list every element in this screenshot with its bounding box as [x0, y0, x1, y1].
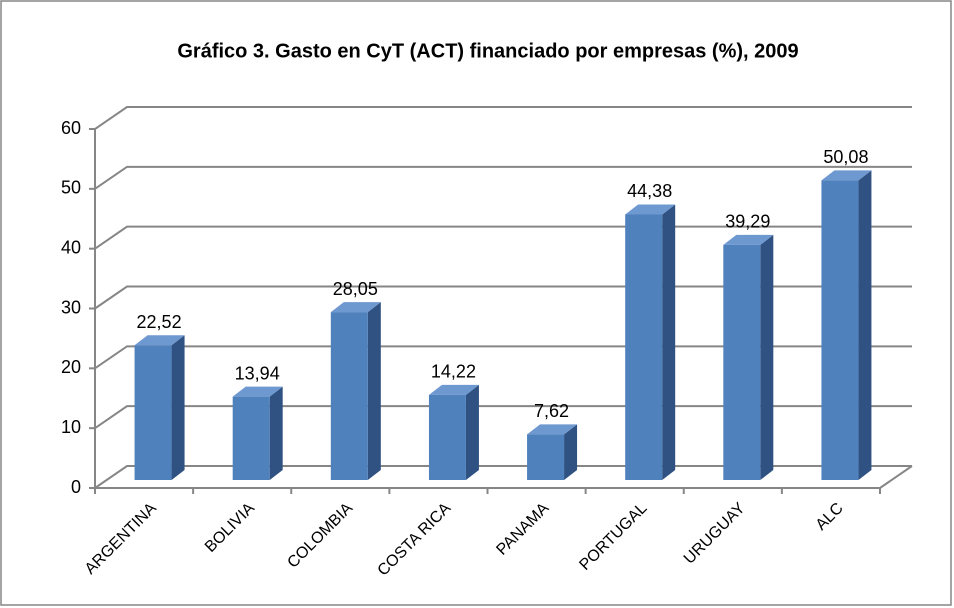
bar-face — [821, 180, 859, 480]
bar — [625, 204, 676, 481]
value-label: 7,62 — [534, 401, 569, 421]
bar-face — [760, 234, 774, 480]
bar-face — [662, 204, 676, 481]
bar — [428, 384, 479, 480]
bar-face — [134, 345, 172, 480]
bar-face — [625, 204, 676, 215]
chart-title: Gráfico 3. Gasto en CyT (ACT) financiado… — [177, 40, 798, 62]
bar — [330, 302, 381, 480]
bar — [723, 234, 774, 480]
y-tick-label: 50 — [61, 178, 81, 198]
bar-face — [134, 335, 185, 346]
value-label: 13,94 — [235, 363, 280, 383]
bar-face — [527, 434, 565, 480]
value-label: 28,05 — [333, 279, 378, 299]
y-tick-label: 30 — [61, 297, 81, 317]
bar-face — [465, 384, 479, 480]
bar-face — [232, 396, 270, 480]
bar-face — [564, 424, 578, 480]
bar — [232, 386, 283, 480]
grid-line — [94, 165, 912, 190]
bar — [134, 335, 185, 480]
bar-face — [232, 386, 283, 397]
bar — [821, 170, 872, 480]
bar-face — [821, 170, 872, 181]
value-label: 44,38 — [627, 181, 672, 201]
y-tick-label: 40 — [61, 237, 81, 257]
y-tick-label: 20 — [61, 357, 81, 377]
bar — [527, 424, 578, 480]
bar-face — [367, 302, 381, 480]
y-tick-label: 10 — [61, 417, 81, 437]
grid-line — [94, 106, 912, 130]
value-label: 39,29 — [725, 212, 770, 232]
bar-face — [428, 384, 479, 395]
bar-face — [858, 170, 872, 480]
bar-face — [330, 312, 368, 480]
bar-face — [527, 424, 578, 435]
bar-face — [171, 335, 185, 480]
bar-face — [625, 214, 663, 481]
value-label: 14,22 — [431, 362, 476, 382]
bar-face — [428, 394, 466, 480]
y-tick-label: 60 — [61, 118, 81, 138]
bar-face — [723, 234, 774, 245]
bar-face — [723, 244, 761, 480]
y-tick-label: 0 — [71, 477, 81, 497]
bar-face — [269, 386, 283, 480]
bar-face — [330, 302, 381, 313]
value-label: 50,08 — [823, 147, 868, 167]
value-label: 22,52 — [137, 312, 182, 332]
